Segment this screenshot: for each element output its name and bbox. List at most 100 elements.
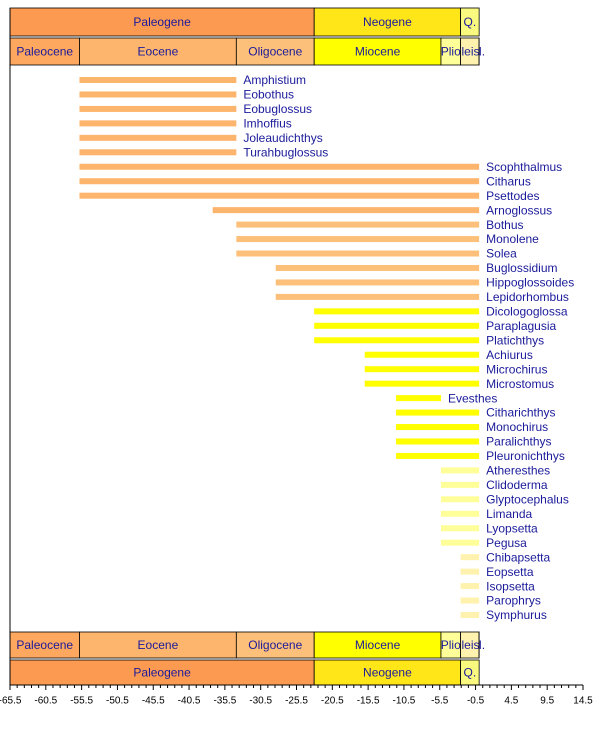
genus-label: Pleuronichthys xyxy=(486,449,565,463)
range-bar xyxy=(441,496,479,502)
era-label: Q. xyxy=(464,666,477,680)
x-tick-label: 4.5 xyxy=(504,696,518,707)
x-tick-label: -35.5 xyxy=(213,696,236,707)
era-label: Q. xyxy=(464,15,477,29)
genus-label: Eobothus xyxy=(243,88,294,102)
x-tick-label: 14.5 xyxy=(573,696,593,707)
x-tick-label: -40.5 xyxy=(178,696,201,707)
genus-label: Hippoglossoides xyxy=(486,276,574,290)
genus-label: Monolene xyxy=(486,232,539,246)
x-tick-label: -0.5 xyxy=(467,696,485,707)
genus-label: Monochirus xyxy=(486,420,548,434)
epoch-label: Oligocene xyxy=(248,45,302,59)
epoch-label: Eocene xyxy=(138,638,179,652)
genus-label: Microstomus xyxy=(486,377,554,391)
genus-label: Eobuglossus xyxy=(243,102,312,116)
x-tick-label: -5.5 xyxy=(431,696,449,707)
range-bar xyxy=(314,337,479,343)
genus-label: Atheresthes xyxy=(486,464,550,478)
genus-label: Psettodes xyxy=(486,189,539,203)
range-bar xyxy=(213,207,479,213)
genus-label: Pegusa xyxy=(486,536,527,550)
genus-label: Isopsetta xyxy=(486,579,535,593)
genus-label: Scophthalmus xyxy=(486,160,562,174)
range-bar xyxy=(365,381,479,387)
range-bar xyxy=(276,294,479,300)
range-bar xyxy=(79,91,236,97)
genus-label: Citharichthys xyxy=(486,406,555,420)
genus-label: Glyptocephalus xyxy=(486,492,569,506)
genus-label: Platichthys xyxy=(486,333,544,347)
epoch-label: Oligocene xyxy=(248,638,302,652)
range-bar xyxy=(396,410,479,416)
x-tick-label: -30.5 xyxy=(249,696,272,707)
epoch-label: Plio xyxy=(441,45,461,59)
range-bar xyxy=(236,236,479,242)
genus-label: Limanda xyxy=(486,507,532,521)
epoch-label: Miocene xyxy=(355,45,401,59)
era-label: Neogene xyxy=(363,15,412,29)
range-bar xyxy=(365,352,479,358)
range-bar xyxy=(79,193,479,199)
range-bar xyxy=(236,251,479,257)
range-bar xyxy=(441,467,479,473)
range-bar xyxy=(396,438,479,444)
range-bar xyxy=(461,554,480,560)
range-bar xyxy=(441,511,479,517)
genus-label: Arnoglossus xyxy=(486,203,552,217)
genus-label: Citharus xyxy=(486,174,531,188)
genus-label: Parophrys xyxy=(486,594,541,608)
genus-label: Amphistium xyxy=(243,73,306,87)
range-bar xyxy=(314,308,479,314)
genus-label: Dicologoglossa xyxy=(486,305,568,319)
range-bar xyxy=(461,583,480,589)
epoch-label: Plio xyxy=(441,638,461,652)
genus-label: Symphurus xyxy=(486,608,547,622)
range-bar xyxy=(79,77,236,83)
era-label: Paleogene xyxy=(133,15,191,29)
range-bar xyxy=(236,222,479,228)
epoch-label: Eocene xyxy=(138,45,179,59)
x-tick-label: -10.5 xyxy=(393,696,416,707)
genus-label: Lyopsetta xyxy=(486,521,538,535)
range-bar xyxy=(276,265,479,271)
range-bar xyxy=(396,453,479,459)
range-bar xyxy=(396,424,479,430)
genus-label: Clidoderma xyxy=(486,478,548,492)
range-bar xyxy=(441,540,479,546)
x-tick-label: -25.5 xyxy=(285,696,308,707)
genus-label: Turahbuglossus xyxy=(243,145,328,159)
range-bar xyxy=(79,106,236,112)
range-bar xyxy=(276,279,479,285)
range-bar xyxy=(79,135,236,141)
epoch-label: Miocene xyxy=(355,638,401,652)
range-bar xyxy=(365,366,479,372)
range-bar xyxy=(79,120,236,126)
range-bar xyxy=(461,569,480,575)
x-tick-label: -65.5 xyxy=(0,696,22,707)
range-bar xyxy=(79,149,236,155)
range-bar xyxy=(441,482,479,488)
range-bar xyxy=(461,598,480,604)
x-tick-label: -50.5 xyxy=(106,696,129,707)
era-label: Neogene xyxy=(363,666,412,680)
genus-label: Bothus xyxy=(486,218,523,232)
x-tick-label: -60.5 xyxy=(34,696,57,707)
genus-label: Solea xyxy=(486,247,517,261)
genus-label: Paraplagusia xyxy=(486,319,556,333)
epoch-label: Paleocene xyxy=(16,45,73,59)
genus-label: Achiurus xyxy=(486,348,533,362)
x-tick-label: -45.5 xyxy=(142,696,165,707)
x-tick-label: -20.5 xyxy=(321,696,344,707)
genus-label: Buglossidium xyxy=(486,261,557,275)
range-bar xyxy=(79,164,479,170)
genus-label: Chibapsetta xyxy=(486,550,550,564)
genus-label: Paralichthys xyxy=(486,435,551,449)
range-bar xyxy=(441,525,479,531)
genus-label: Lepidorhombus xyxy=(486,290,569,304)
range-bar xyxy=(314,323,479,329)
x-tick-label: 9.5 xyxy=(540,696,554,707)
range-bar xyxy=(79,178,479,184)
genus-label: Imhoffius xyxy=(243,117,291,131)
